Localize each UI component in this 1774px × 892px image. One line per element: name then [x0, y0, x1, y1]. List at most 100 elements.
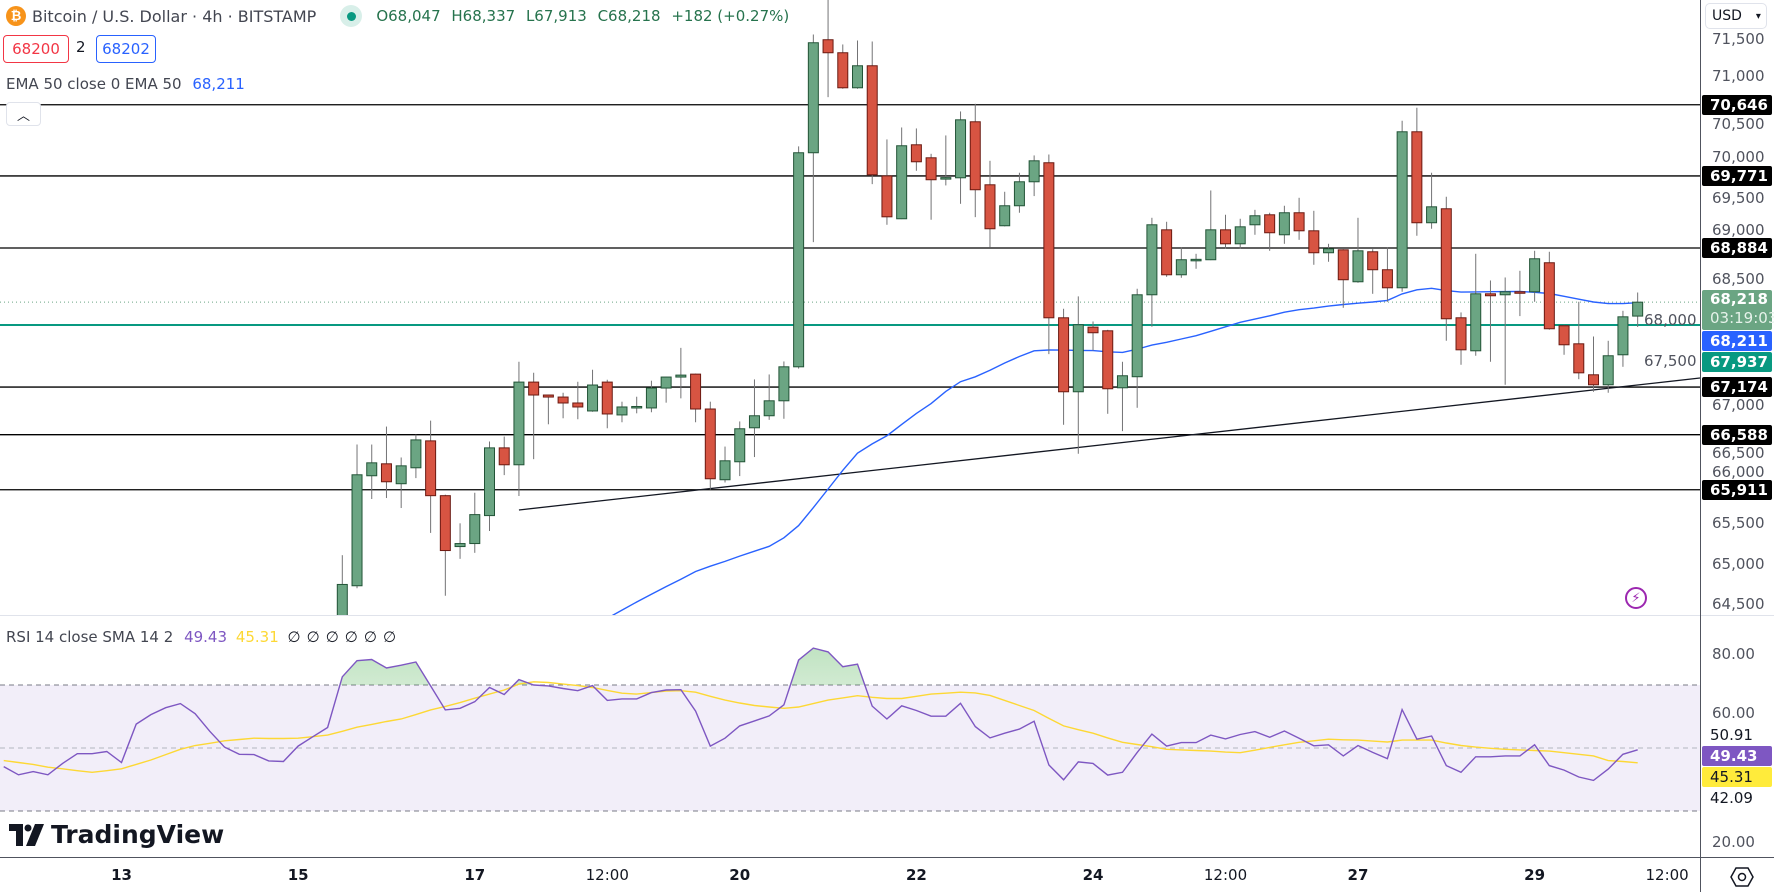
sell-button[interactable]: 68200: [3, 35, 69, 63]
candle: [645, 380, 657, 413]
symbol-header: ₿ Bitcoin / U.S. Dollar · 4h · BITSTAMP …: [6, 4, 795, 28]
price-axis-tick: 67,500: [1644, 351, 1697, 370]
time-axis-label: 13: [111, 866, 132, 884]
level-price-badge: 66,588: [1702, 424, 1772, 445]
candle: [837, 44, 849, 89]
candle-body-up: [631, 405, 643, 409]
rsi-axis-tick: 80.00: [1712, 645, 1755, 663]
candle: [763, 374, 775, 420]
candle-body-up: [896, 145, 908, 220]
candle: [425, 420, 437, 533]
candle: [925, 153, 937, 220]
candle: [822, 0, 834, 98]
candle: [1470, 253, 1482, 356]
candle: [1234, 218, 1246, 249]
candle-body-up: [484, 447, 495, 517]
price-pane[interactable]: [0, 0, 1700, 615]
time-axis-label: 17: [464, 866, 486, 884]
candle: [1190, 253, 1202, 269]
time-axis-label: 20: [729, 866, 751, 884]
candle-body-down: [837, 52, 849, 89]
candle-body-up: [1116, 375, 1128, 389]
candle-body-up: [454, 543, 466, 548]
candle: [572, 381, 584, 420]
ema-legend-value: 68,211: [192, 75, 245, 93]
candle: [748, 379, 760, 458]
candle-body-down: [498, 447, 510, 466]
candle: [1426, 172, 1438, 229]
candle-body-down: [881, 175, 893, 218]
ohlc-values: O68,047 H68,337 L67,913 C68,218 +182 (+0…: [376, 7, 795, 25]
rsi-legend-label: RSI 14 close SMA 14 2: [6, 628, 174, 646]
symbol-title[interactable]: Bitcoin / U.S. Dollar · 4h · BITSTAMP: [32, 6, 317, 26]
time-axis-label: 15: [287, 866, 309, 884]
candle-body-down: [1220, 229, 1231, 245]
candle-body-down: [542, 394, 554, 398]
candle: [439, 494, 451, 596]
candle: [601, 379, 613, 429]
candle: [1411, 107, 1423, 236]
currency-label: USD: [1712, 8, 1742, 24]
candle: [852, 40, 863, 89]
candle-body-down: [1043, 162, 1055, 319]
candle: [675, 347, 687, 399]
candle: [631, 396, 643, 414]
candle-body-up: [748, 415, 760, 429]
candle: [1072, 296, 1084, 454]
candle-body-down: [1543, 262, 1555, 330]
rsi-sma-badge: 45.31: [1702, 767, 1772, 787]
ema-legend[interactable]: EMA 50 close 0 EMA 50 68,211: [6, 75, 245, 93]
lightning-icon[interactable]: ⚡: [1625, 587, 1647, 609]
candle-body-up: [778, 366, 790, 402]
collapse-legend-button[interactable]: ︿: [6, 102, 41, 126]
candle-body-down: [1588, 374, 1599, 386]
price-axis-tick: 66,500: [1712, 443, 1765, 462]
candle-body-up: [734, 428, 746, 463]
tradingview-logo[interactable]: TradingView: [9, 820, 224, 849]
close-value: C68,218: [597, 7, 661, 25]
candle-body-down: [1087, 326, 1099, 334]
candle: [1013, 172, 1025, 213]
candle: [1293, 197, 1305, 240]
candle-body-up: [1617, 316, 1629, 356]
rsi-sma-line: [3, 681, 1638, 774]
candle-body-down: [925, 157, 937, 181]
currency-dropdown[interactable]: USD ▾: [1705, 3, 1767, 29]
tradingview-logo-icon: [9, 823, 44, 846]
price-axis-tick: 70,000: [1712, 148, 1765, 167]
candle-body-up: [999, 205, 1011, 227]
price-axis-tick: 69,000: [1712, 220, 1765, 239]
rsi-overbought-fill: [3, 648, 1638, 685]
candle: [1602, 340, 1614, 393]
rsi-legend-value: 49.43: [184, 628, 228, 646]
candle-body-down: [1558, 325, 1570, 346]
candle: [1249, 209, 1261, 235]
rsi-empty-values: ∅∅∅∅∅∅: [287, 628, 403, 646]
settings-gear-icon[interactable]: [1729, 864, 1755, 890]
candle-body-up: [763, 400, 775, 417]
candle: [1337, 249, 1349, 308]
pane-separator[interactable]: [0, 615, 1774, 616]
candle: [1131, 288, 1143, 408]
time-axis-label: 12:00: [585, 866, 629, 884]
candle-body-up: [1013, 181, 1025, 207]
price-axis-tick: 66,000: [1712, 462, 1765, 481]
buy-button[interactable]: 68202: [96, 35, 156, 63]
candle: [1455, 312, 1467, 365]
price-axis-border: [1700, 0, 1701, 892]
candle-body-down: [601, 381, 613, 415]
candle-body-down: [1367, 251, 1379, 271]
candle-body-up: [336, 583, 348, 615]
open-value: O68,047: [376, 7, 441, 25]
candle-body-up: [1499, 291, 1511, 296]
rsi-pane[interactable]: [0, 616, 1700, 857]
candle-body-down: [969, 121, 981, 191]
rsi-legend[interactable]: RSI 14 close SMA 14 2 49.43 45.31 ∅∅∅∅∅∅: [6, 628, 402, 646]
candle: [1264, 212, 1276, 251]
chevron-down-icon: ▾: [1755, 10, 1761, 22]
candle: [1484, 280, 1496, 362]
candle: [484, 441, 495, 531]
candle-body-down: [425, 440, 437, 497]
candle: [1632, 292, 1644, 327]
